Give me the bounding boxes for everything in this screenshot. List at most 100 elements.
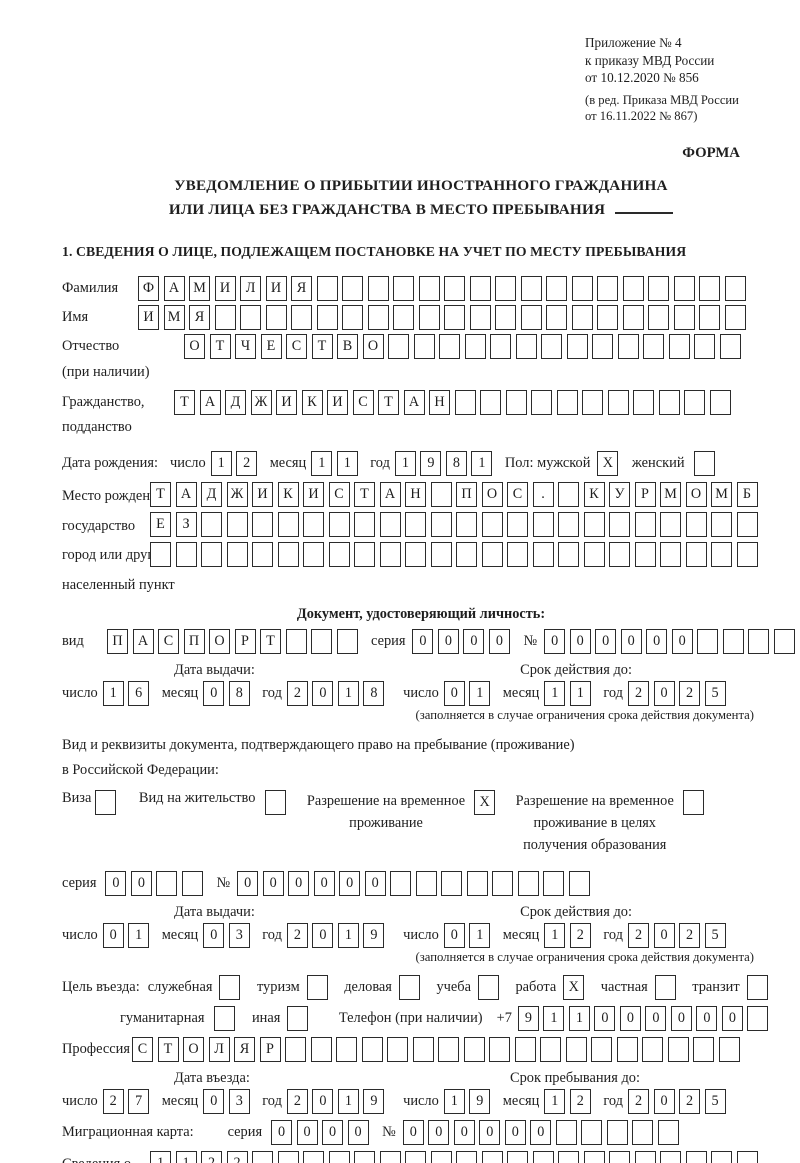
- char-box[interactable]: 0: [653, 1088, 675, 1114]
- char-box[interactable]: 0: [479, 1119, 501, 1145]
- char-box[interactable]: [709, 389, 731, 415]
- char-box[interactable]: 2: [102, 1088, 124, 1114]
- char-box[interactable]: [405, 1150, 426, 1163]
- char-box[interactable]: [390, 870, 412, 896]
- char-box[interactable]: [456, 1150, 477, 1163]
- char-box[interactable]: 2: [286, 681, 308, 707]
- char-box[interactable]: Т: [157, 1036, 179, 1062]
- char-box[interactable]: 2: [628, 922, 649, 948]
- char-box[interactable]: [531, 389, 552, 415]
- char-box[interactable]: 0: [488, 629, 510, 655]
- char-box[interactable]: [747, 1005, 769, 1031]
- char-box[interactable]: С: [352, 389, 374, 415]
- char-box[interactable]: [265, 305, 287, 331]
- char-box[interactable]: [439, 334, 460, 360]
- char-box[interactable]: [156, 870, 178, 896]
- char-box[interactable]: 0: [653, 681, 675, 707]
- char-box[interactable]: [463, 1036, 485, 1062]
- char-box[interactable]: Л: [208, 1036, 230, 1062]
- char-box[interactable]: [285, 1036, 306, 1062]
- char-box[interactable]: Т: [378, 389, 399, 415]
- char-box[interactable]: [568, 870, 590, 896]
- char-box[interactable]: И: [265, 276, 287, 302]
- char-box[interactable]: [555, 1119, 577, 1145]
- char-box[interactable]: 1: [543, 1005, 565, 1031]
- char-box[interactable]: [379, 541, 401, 567]
- char-box[interactable]: Т: [354, 481, 375, 507]
- char-box[interactable]: 9: [420, 450, 442, 476]
- char-box[interactable]: 2: [628, 1088, 649, 1114]
- char-box[interactable]: 0: [237, 870, 259, 896]
- char-box[interactable]: 6: [128, 681, 150, 707]
- char-box[interactable]: [657, 1119, 679, 1145]
- char-box[interactable]: [444, 305, 465, 331]
- char-box[interactable]: 1: [128, 922, 150, 948]
- char-box[interactable]: [405, 511, 426, 537]
- char-box[interactable]: [430, 1150, 452, 1163]
- char-box[interactable]: 0: [569, 629, 591, 655]
- char-box[interactable]: [558, 511, 579, 537]
- char-box[interactable]: [469, 305, 491, 331]
- char-box[interactable]: Я: [234, 1036, 255, 1062]
- char-box[interactable]: 0: [594, 1005, 616, 1031]
- char-box[interactable]: 0: [102, 922, 124, 948]
- char-box[interactable]: [532, 541, 554, 567]
- char-box[interactable]: 0: [402, 1119, 424, 1145]
- char-box[interactable]: [388, 334, 409, 360]
- char-box[interactable]: 0: [312, 922, 334, 948]
- char-box[interactable]: [507, 1150, 528, 1163]
- char-box[interactable]: [201, 541, 222, 567]
- char-box[interactable]: [252, 541, 273, 567]
- char-box[interactable]: 1: [544, 922, 566, 948]
- char-box[interactable]: Б: [736, 481, 758, 507]
- char-box[interactable]: 0: [271, 1119, 293, 1145]
- char-box[interactable]: 9: [517, 1005, 539, 1031]
- char-box[interactable]: Я: [291, 276, 312, 302]
- char-box[interactable]: [354, 541, 375, 567]
- char-box[interactable]: [565, 1036, 587, 1062]
- char-box[interactable]: [597, 276, 618, 302]
- char-box[interactable]: [667, 1036, 689, 1062]
- char-box[interactable]: [583, 1150, 605, 1163]
- char-box[interactable]: Р: [234, 629, 256, 655]
- char-box[interactable]: [219, 974, 241, 1000]
- char-box[interactable]: И: [303, 481, 324, 507]
- char-box[interactable]: [277, 541, 299, 567]
- char-box[interactable]: [660, 541, 681, 567]
- char-box[interactable]: [277, 1150, 299, 1163]
- char-box[interactable]: [393, 276, 414, 302]
- char-box[interactable]: [634, 511, 656, 537]
- char-box[interactable]: [226, 511, 248, 537]
- char-box[interactable]: [387, 1036, 408, 1062]
- char-box[interactable]: Т: [209, 334, 231, 360]
- char-box[interactable]: [617, 334, 639, 360]
- char-box[interactable]: И: [214, 276, 236, 302]
- char-box[interactable]: [694, 334, 715, 360]
- char-box[interactable]: [444, 276, 465, 302]
- char-box[interactable]: [252, 1150, 273, 1163]
- char-box[interactable]: [571, 276, 593, 302]
- char-box[interactable]: 1: [336, 450, 358, 476]
- char-box[interactable]: [532, 1150, 554, 1163]
- char-box[interactable]: 0: [443, 922, 465, 948]
- char-box[interactable]: Д: [201, 481, 222, 507]
- char-box[interactable]: [469, 276, 491, 302]
- char-box[interactable]: Ж: [250, 389, 272, 415]
- char-box[interactable]: [597, 305, 618, 331]
- char-box[interactable]: [685, 541, 707, 567]
- char-box[interactable]: [685, 1150, 707, 1163]
- char-box[interactable]: А: [379, 481, 401, 507]
- char-box[interactable]: [507, 541, 528, 567]
- char-box[interactable]: [336, 629, 358, 655]
- char-box[interactable]: С: [286, 334, 307, 360]
- char-box[interactable]: [495, 276, 516, 302]
- char-box[interactable]: [543, 870, 565, 896]
- char-box[interactable]: [642, 1036, 663, 1062]
- char-box[interactable]: О: [685, 481, 707, 507]
- char-box[interactable]: [456, 541, 477, 567]
- char-box[interactable]: [456, 511, 477, 537]
- char-box[interactable]: И: [138, 305, 159, 331]
- char-box[interactable]: А: [403, 389, 425, 415]
- char-box[interactable]: [711, 511, 732, 537]
- char-box[interactable]: 0: [443, 681, 465, 707]
